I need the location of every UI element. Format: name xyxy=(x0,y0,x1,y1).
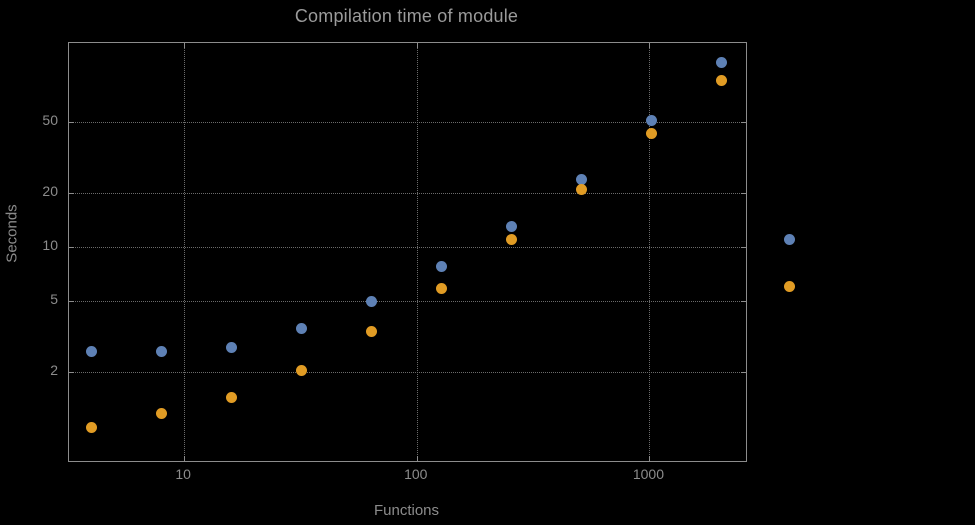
x-gridline xyxy=(184,43,186,461)
x-tick-mark xyxy=(184,456,186,461)
data-point-series-1 xyxy=(366,295,378,307)
x-tick-mark xyxy=(649,456,651,461)
data-point-series-1 xyxy=(156,346,168,358)
x-tick-mark xyxy=(649,43,651,48)
data-point-series-2 xyxy=(436,282,448,294)
legend-marker-series-1 xyxy=(784,234,795,245)
y-tick-label: 20 xyxy=(42,183,58,200)
data-point-series-1 xyxy=(506,221,518,233)
legend xyxy=(784,234,795,292)
x-tick-label: 10 xyxy=(175,466,191,482)
legend-marker-series-2 xyxy=(784,281,795,292)
plot-frame xyxy=(68,42,747,462)
data-point-series-1 xyxy=(646,114,658,126)
y-tick-mark xyxy=(741,247,746,249)
y-gridline xyxy=(69,247,746,249)
x-gridline xyxy=(416,43,418,461)
data-point-series-2 xyxy=(86,422,98,434)
data-point-series-1 xyxy=(436,260,448,272)
x-tick-label: 100 xyxy=(404,466,428,482)
y-tick-mark xyxy=(741,301,746,303)
y-tick-mark xyxy=(69,247,74,249)
data-point-series-2 xyxy=(366,325,378,337)
data-point-series-2 xyxy=(156,407,168,419)
x-tick-mark xyxy=(416,456,418,461)
data-point-series-1 xyxy=(716,57,728,69)
y-tick-label: 5 xyxy=(50,291,58,308)
y-tick-mark xyxy=(69,301,74,303)
y-tick-mark xyxy=(69,372,74,374)
y-gridline xyxy=(69,193,746,195)
data-point-series-2 xyxy=(506,234,518,246)
x-tick-mark xyxy=(184,43,186,48)
x-axis-label: Functions xyxy=(373,502,440,519)
data-point-series-2 xyxy=(646,128,658,140)
data-point-series-1 xyxy=(226,342,238,354)
x-tick-mark xyxy=(416,43,418,48)
chart-title: Compilation time of module xyxy=(294,6,519,26)
y-tick-label: 10 xyxy=(42,237,58,254)
y-tick-mark xyxy=(69,121,74,123)
y-tick-label: 50 xyxy=(42,111,58,128)
y-gridline xyxy=(69,372,746,374)
x-tick-label: 1000 xyxy=(632,466,665,482)
x-gridline xyxy=(649,43,651,461)
y-tick-mark xyxy=(69,193,74,195)
y-tick-mark xyxy=(741,193,746,195)
data-point-series-1 xyxy=(86,346,98,358)
data-point-series-2 xyxy=(716,75,728,87)
y-gridline xyxy=(69,301,746,303)
y-gridline xyxy=(69,121,746,123)
y-tick-label: 2 xyxy=(50,362,58,379)
data-point-series-1 xyxy=(576,173,588,185)
data-point-series-2 xyxy=(296,364,308,376)
y-tick-mark xyxy=(741,372,746,374)
data-point-series-2 xyxy=(576,183,588,195)
data-point-series-2 xyxy=(226,391,238,403)
y-tick-mark xyxy=(741,121,746,123)
data-point-series-1 xyxy=(296,323,308,335)
